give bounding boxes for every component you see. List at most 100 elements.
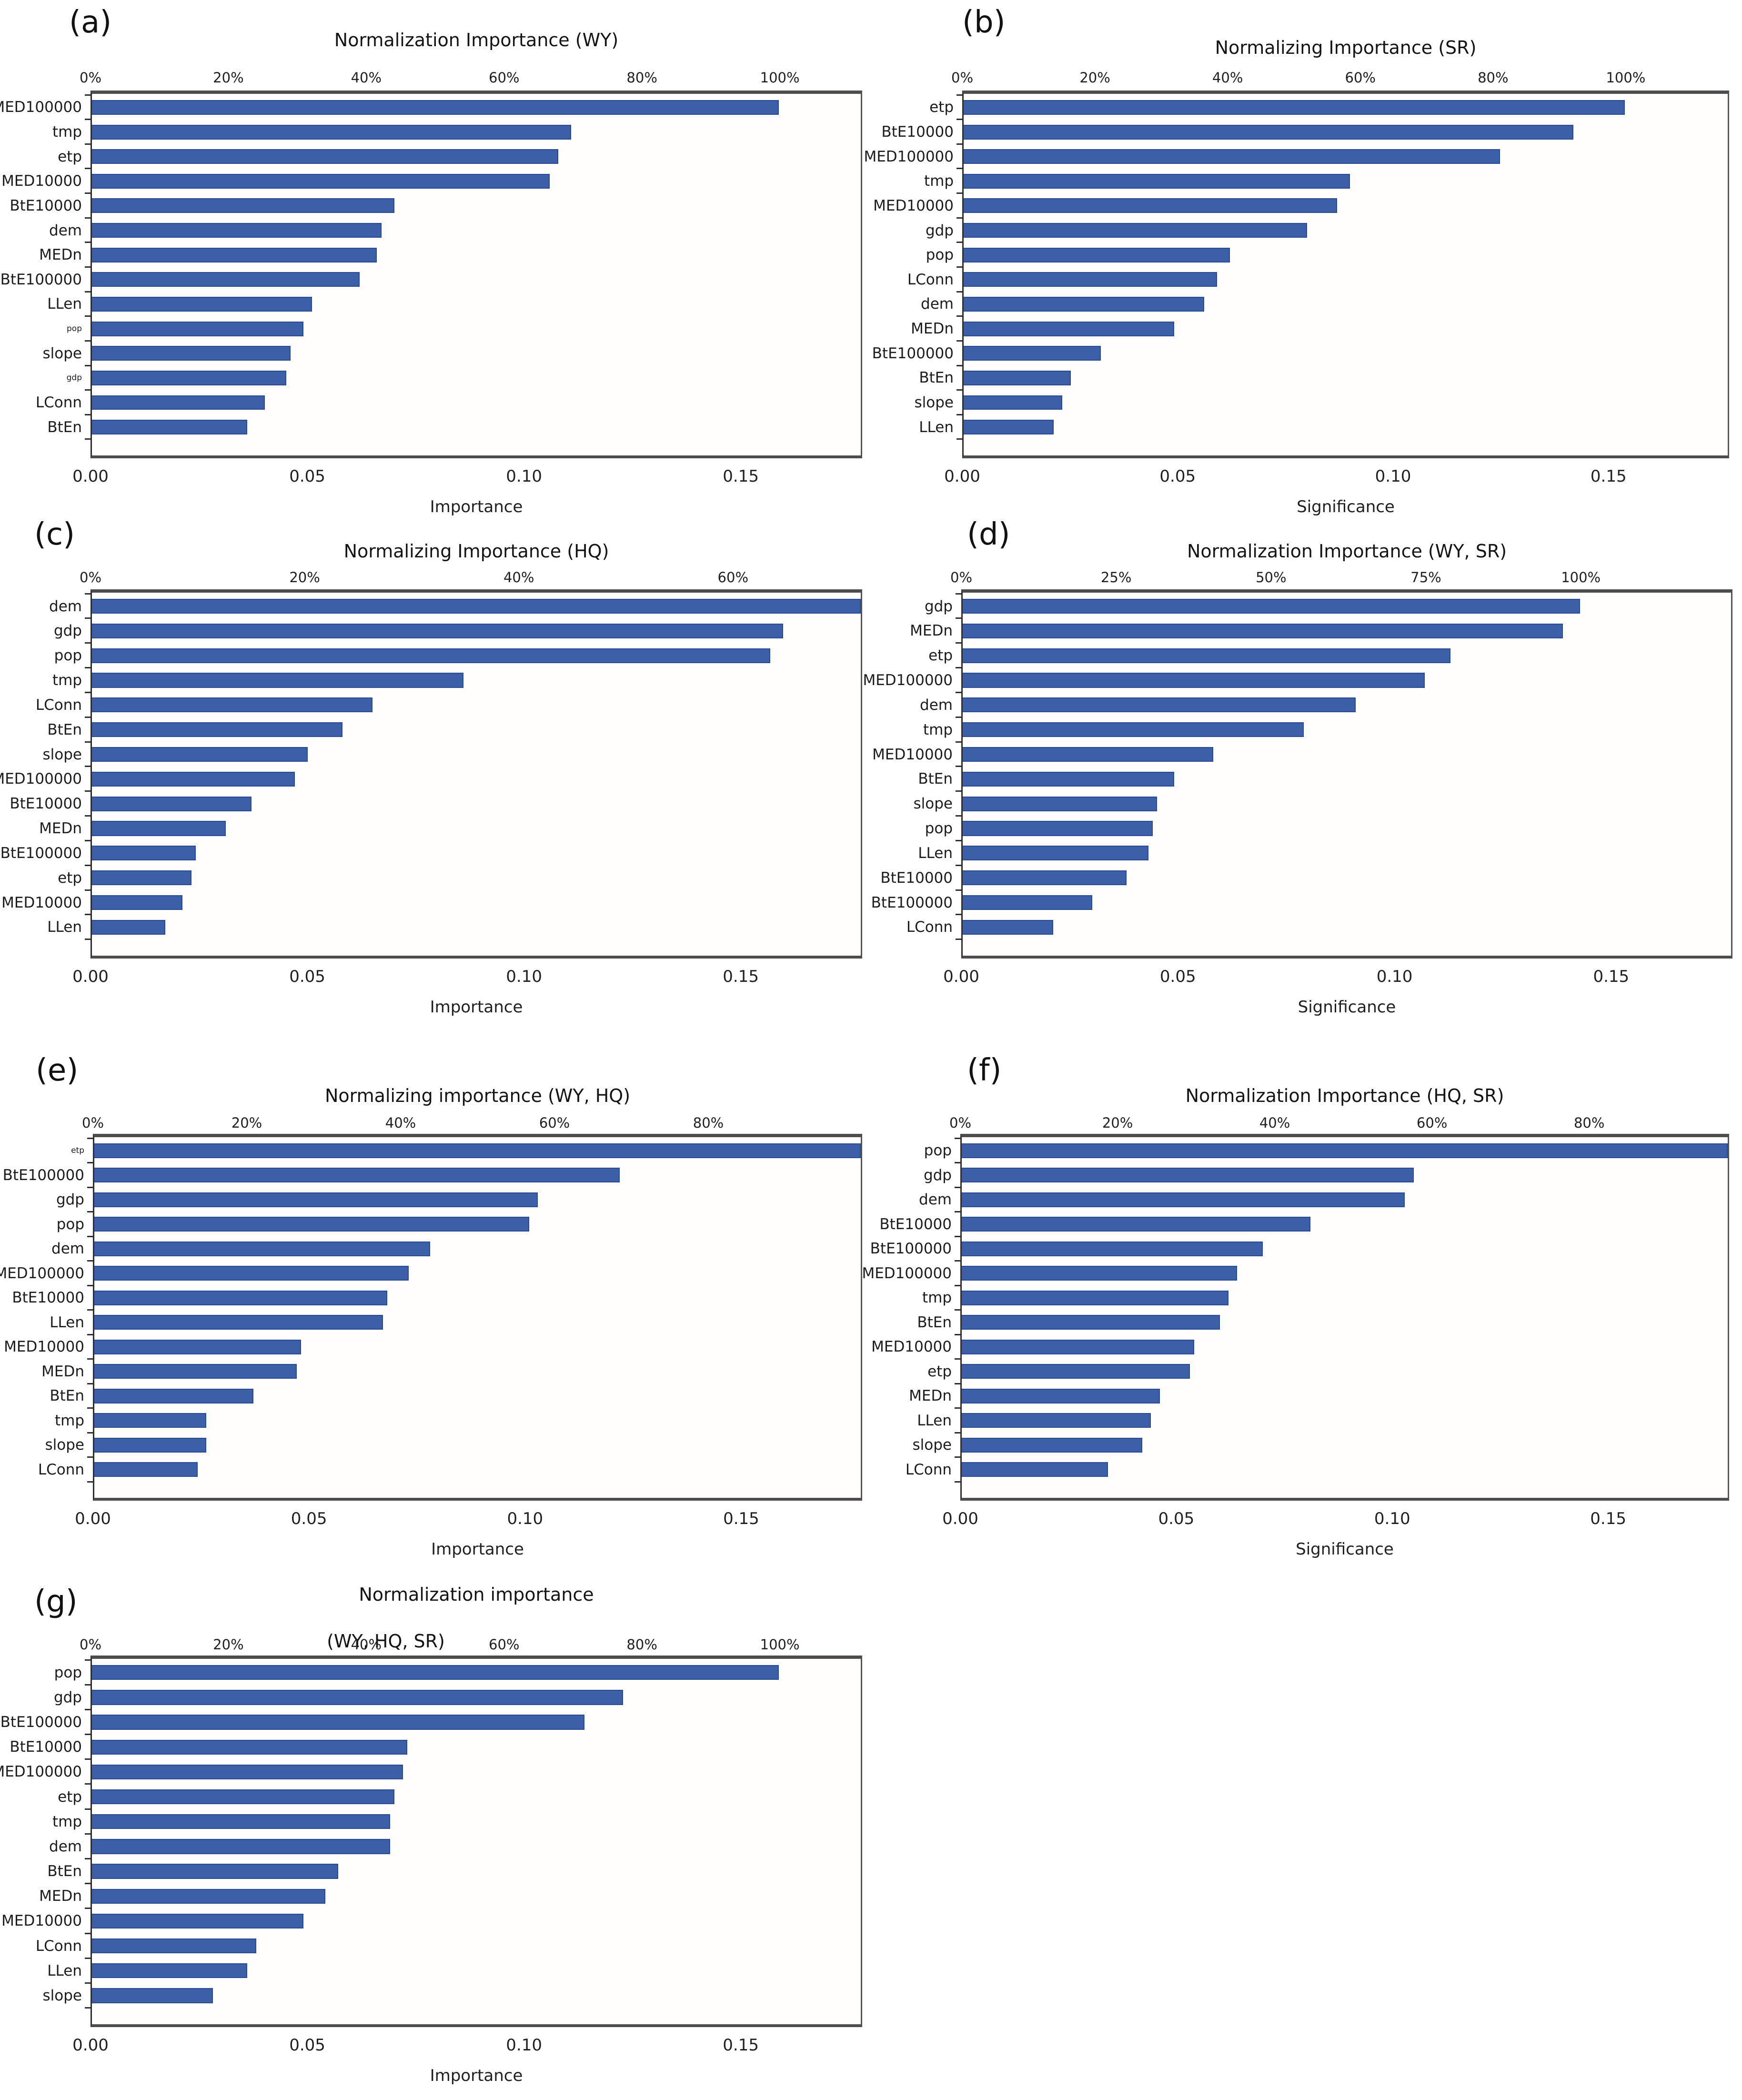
bar-gdp xyxy=(92,1690,624,1705)
y-axis-label: BtE10000 xyxy=(12,1289,84,1307)
y-axis-tick xyxy=(955,1358,960,1360)
y-axis-label: etp xyxy=(58,1788,82,1806)
bottom-axis-tick: 0.10 xyxy=(506,2036,542,2055)
top-axis-tick: 0% xyxy=(79,1636,102,1653)
y-axis-label: pop xyxy=(56,1215,84,1233)
bar-etp xyxy=(94,1143,861,1158)
x-axis-label: Importance xyxy=(430,497,523,516)
y-axis-tick xyxy=(85,1684,91,1686)
y-axis-tick xyxy=(956,939,961,940)
y-axis-tick xyxy=(85,691,91,693)
y-axis-label: MED10000 xyxy=(872,746,953,763)
top-axis-tick: 60% xyxy=(539,1115,570,1131)
y-axis-tick xyxy=(85,266,91,268)
y-axis-tick xyxy=(85,1883,91,1885)
y-axis-label: LConn xyxy=(905,1461,952,1478)
y-axis-tick xyxy=(957,389,962,391)
y-axis-label: slope xyxy=(42,344,82,362)
y-axis-label: BtEn xyxy=(919,369,954,387)
y-axis-label: gdp xyxy=(56,1191,84,1209)
y-axis-label: LConn xyxy=(35,394,82,411)
y-axis-tick xyxy=(87,1456,93,1458)
bar-MED100000 xyxy=(94,1266,409,1281)
top-axis-tick: 60% xyxy=(489,70,520,86)
y-axis-tick xyxy=(85,217,91,219)
bottom-axis-tick: 0.15 xyxy=(1590,1509,1626,1528)
bar-gdp xyxy=(962,1168,1414,1183)
bottom-axis-tick: 0.15 xyxy=(1593,967,1630,986)
bar-BtE100000 xyxy=(92,1715,584,1730)
y-axis-label: MED10000 xyxy=(1,894,82,911)
bar-MEDn xyxy=(92,247,377,262)
y-axis-label: MEDn xyxy=(39,1888,82,1905)
bottom-axis-tick: 0.15 xyxy=(723,1509,759,1528)
bar-MED10000 xyxy=(92,1913,304,1929)
y-axis-label: MED100000 xyxy=(862,1264,952,1282)
y-axis-tick xyxy=(955,1162,960,1164)
y-axis-tick xyxy=(85,617,91,619)
y-axis-tick xyxy=(85,1858,91,1860)
chart-title: Normalizing importance (WY, HQ) xyxy=(324,1085,631,1106)
y-axis-label: LConn xyxy=(35,696,82,714)
y-axis-tick xyxy=(87,1235,93,1237)
bar-BtEn xyxy=(92,722,342,737)
y-axis-tick xyxy=(87,1383,93,1384)
bottom-axis-tick: 0.10 xyxy=(1374,1509,1410,1528)
bottom-axis-tick: 0.05 xyxy=(1158,1509,1195,1528)
y-axis-tick xyxy=(87,1407,93,1409)
bar-etp xyxy=(963,648,1450,663)
bar-MED100000 xyxy=(92,771,295,787)
y-axis-label: MED10000 xyxy=(871,1338,952,1356)
y-axis-tick xyxy=(957,94,962,96)
bar-dem xyxy=(964,296,1204,312)
bar-pop xyxy=(963,821,1153,836)
y-axis-tick xyxy=(85,119,91,121)
y-axis-label: MED100000 xyxy=(0,1763,82,1781)
y-axis-tick xyxy=(85,1659,91,1661)
top-axis-tick: 80% xyxy=(693,1115,724,1131)
top-axis-tick: 20% xyxy=(1079,70,1110,86)
bar-MED100000 xyxy=(962,1266,1238,1281)
y-axis-label: tmp xyxy=(923,721,953,738)
bar-LConn xyxy=(92,1938,256,1954)
top-axis-tick: 80% xyxy=(626,1636,657,1653)
y-axis-tick xyxy=(955,1137,960,1139)
bar-gdp xyxy=(94,1192,538,1207)
bottom-axis-tick: 0.10 xyxy=(507,1509,544,1528)
bottom-axis-tick: 0.15 xyxy=(723,2036,759,2055)
bar-LConn xyxy=(964,272,1217,287)
y-axis-tick xyxy=(85,1734,91,1736)
top-axis-tick: 20% xyxy=(231,1115,262,1131)
bar-slope xyxy=(964,395,1063,410)
bar-MED10000 xyxy=(963,747,1213,762)
y-axis-tick xyxy=(957,168,962,170)
y-axis-tick xyxy=(956,617,961,619)
panel-letter: (f) xyxy=(967,1053,1002,1088)
y-axis-tick xyxy=(87,1211,93,1213)
top-axis-tick: 0% xyxy=(81,1115,104,1131)
top-axis-tick: 40% xyxy=(351,1636,382,1653)
x-axis-label: Significance xyxy=(1296,1540,1394,1559)
y-axis-tick xyxy=(956,667,961,669)
bar-LConn xyxy=(94,1462,198,1477)
y-axis-label: LLen xyxy=(917,1412,952,1429)
chart-panel-e: (e) Normalizing importance (WY, HQ) 0% 20% 4… xyxy=(0,1053,862,1559)
y-axis-label: BtE10000 xyxy=(881,123,954,141)
y-axis-tick xyxy=(955,1284,960,1286)
bar-dem xyxy=(92,1839,390,1854)
bar-tmp xyxy=(92,673,463,688)
y-axis-tick xyxy=(85,790,91,792)
y-axis-tick xyxy=(956,914,961,916)
x-axis-label: Significance xyxy=(1297,497,1395,516)
y-axis-label: tmp xyxy=(52,672,82,689)
y-axis-tick xyxy=(85,1783,91,1785)
y-axis-tick xyxy=(956,815,961,817)
bar-MEDn xyxy=(963,623,1563,638)
y-axis-tick xyxy=(955,1432,960,1434)
bar-tmp xyxy=(94,1413,207,1428)
y-axis-tick xyxy=(955,1333,960,1335)
y-axis-tick xyxy=(955,1235,960,1237)
bottom-axis-tick: 0.05 xyxy=(1159,967,1196,986)
y-axis-label: slope xyxy=(45,1436,84,1454)
